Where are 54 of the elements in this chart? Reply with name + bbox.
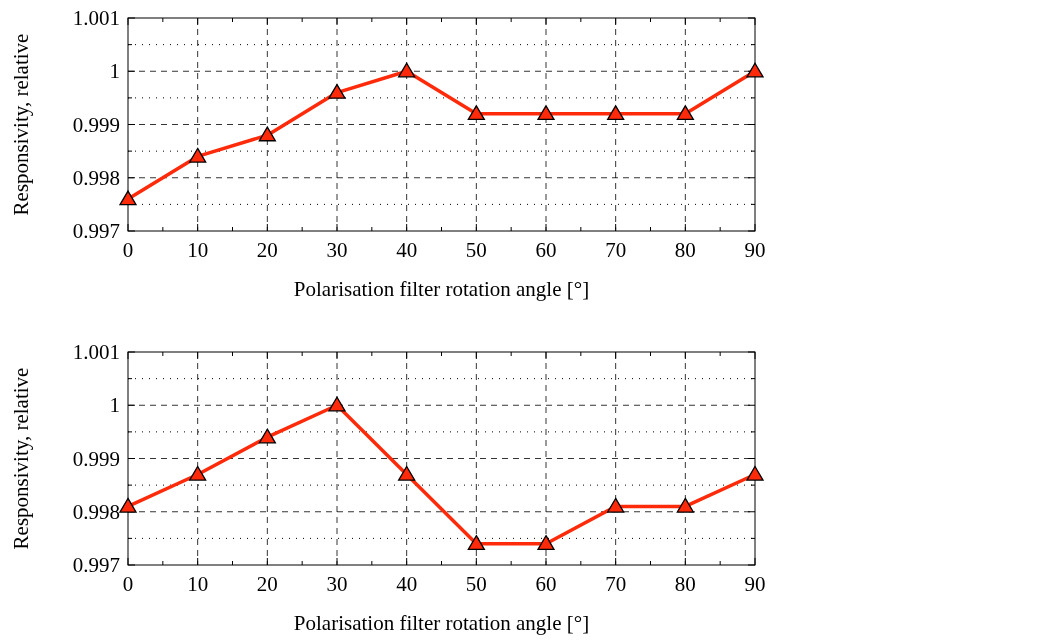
point — [537, 105, 555, 121]
x-axis-title: Polarisation filter rotation angle [°] — [293, 277, 590, 301]
y-tick-label: 1.001 — [72, 340, 120, 364]
x-tick-label: 90 — [744, 238, 766, 262]
x-tick-label: 80 — [674, 572, 696, 596]
x-tick-label: 90 — [744, 572, 766, 596]
point — [746, 465, 764, 481]
x-tick-label: 0 — [122, 238, 134, 262]
point — [607, 497, 625, 513]
x-tick-label: 60 — [535, 238, 557, 262]
point — [119, 190, 137, 206]
point — [746, 62, 764, 78]
y-tick-label: 0.997 — [72, 219, 120, 243]
x-tick-label: 20 — [256, 238, 278, 262]
x-axis-title: Polarisation filter rotation angle [°] — [293, 611, 590, 635]
y-tick-label: 0.997 — [72, 553, 120, 577]
y-tick-label: 1 — [109, 59, 120, 84]
point — [398, 465, 416, 481]
y-tick-label: 0.999 — [72, 112, 120, 137]
point — [328, 396, 346, 412]
x-tick-label: 60 — [535, 572, 557, 596]
point — [258, 126, 276, 142]
x-tick-label: 50 — [465, 238, 487, 262]
x-tick-label: 70 — [605, 238, 627, 262]
y-axis-title: Responsivity, relative — [9, 33, 33, 216]
x-tick-label: 50 — [465, 572, 487, 596]
x-tick-label: 80 — [674, 238, 696, 262]
point — [467, 535, 485, 550]
point — [537, 535, 555, 550]
point — [467, 105, 485, 121]
point — [398, 62, 416, 78]
x-tick-label: 30 — [326, 572, 348, 596]
point — [328, 83, 346, 99]
y-tick-label: 0.998 — [72, 165, 120, 190]
x-tick-label: 40 — [396, 572, 418, 596]
y-tick-label: 0.999 — [72, 446, 120, 471]
point — [676, 105, 694, 121]
x-tick-label: 30 — [326, 238, 348, 262]
point — [676, 497, 694, 513]
y-axis-title: Responsivity, relative — [9, 367, 33, 550]
y-tick-label: 1.001 — [72, 6, 120, 30]
x-tick-label: 70 — [605, 572, 627, 596]
point — [189, 147, 207, 163]
x-tick-label: 40 — [396, 238, 418, 262]
point — [189, 465, 207, 481]
point — [119, 497, 137, 513]
x-tick-label: 10 — [187, 572, 209, 596]
x-tick-label: 20 — [256, 572, 278, 596]
point — [258, 428, 276, 444]
y-tick-label: 1 — [109, 393, 120, 418]
x-tick-label: 10 — [187, 238, 209, 262]
y-tick-label: 0.998 — [72, 499, 120, 524]
x-tick-label: 0 — [122, 572, 134, 596]
point — [607, 105, 625, 121]
